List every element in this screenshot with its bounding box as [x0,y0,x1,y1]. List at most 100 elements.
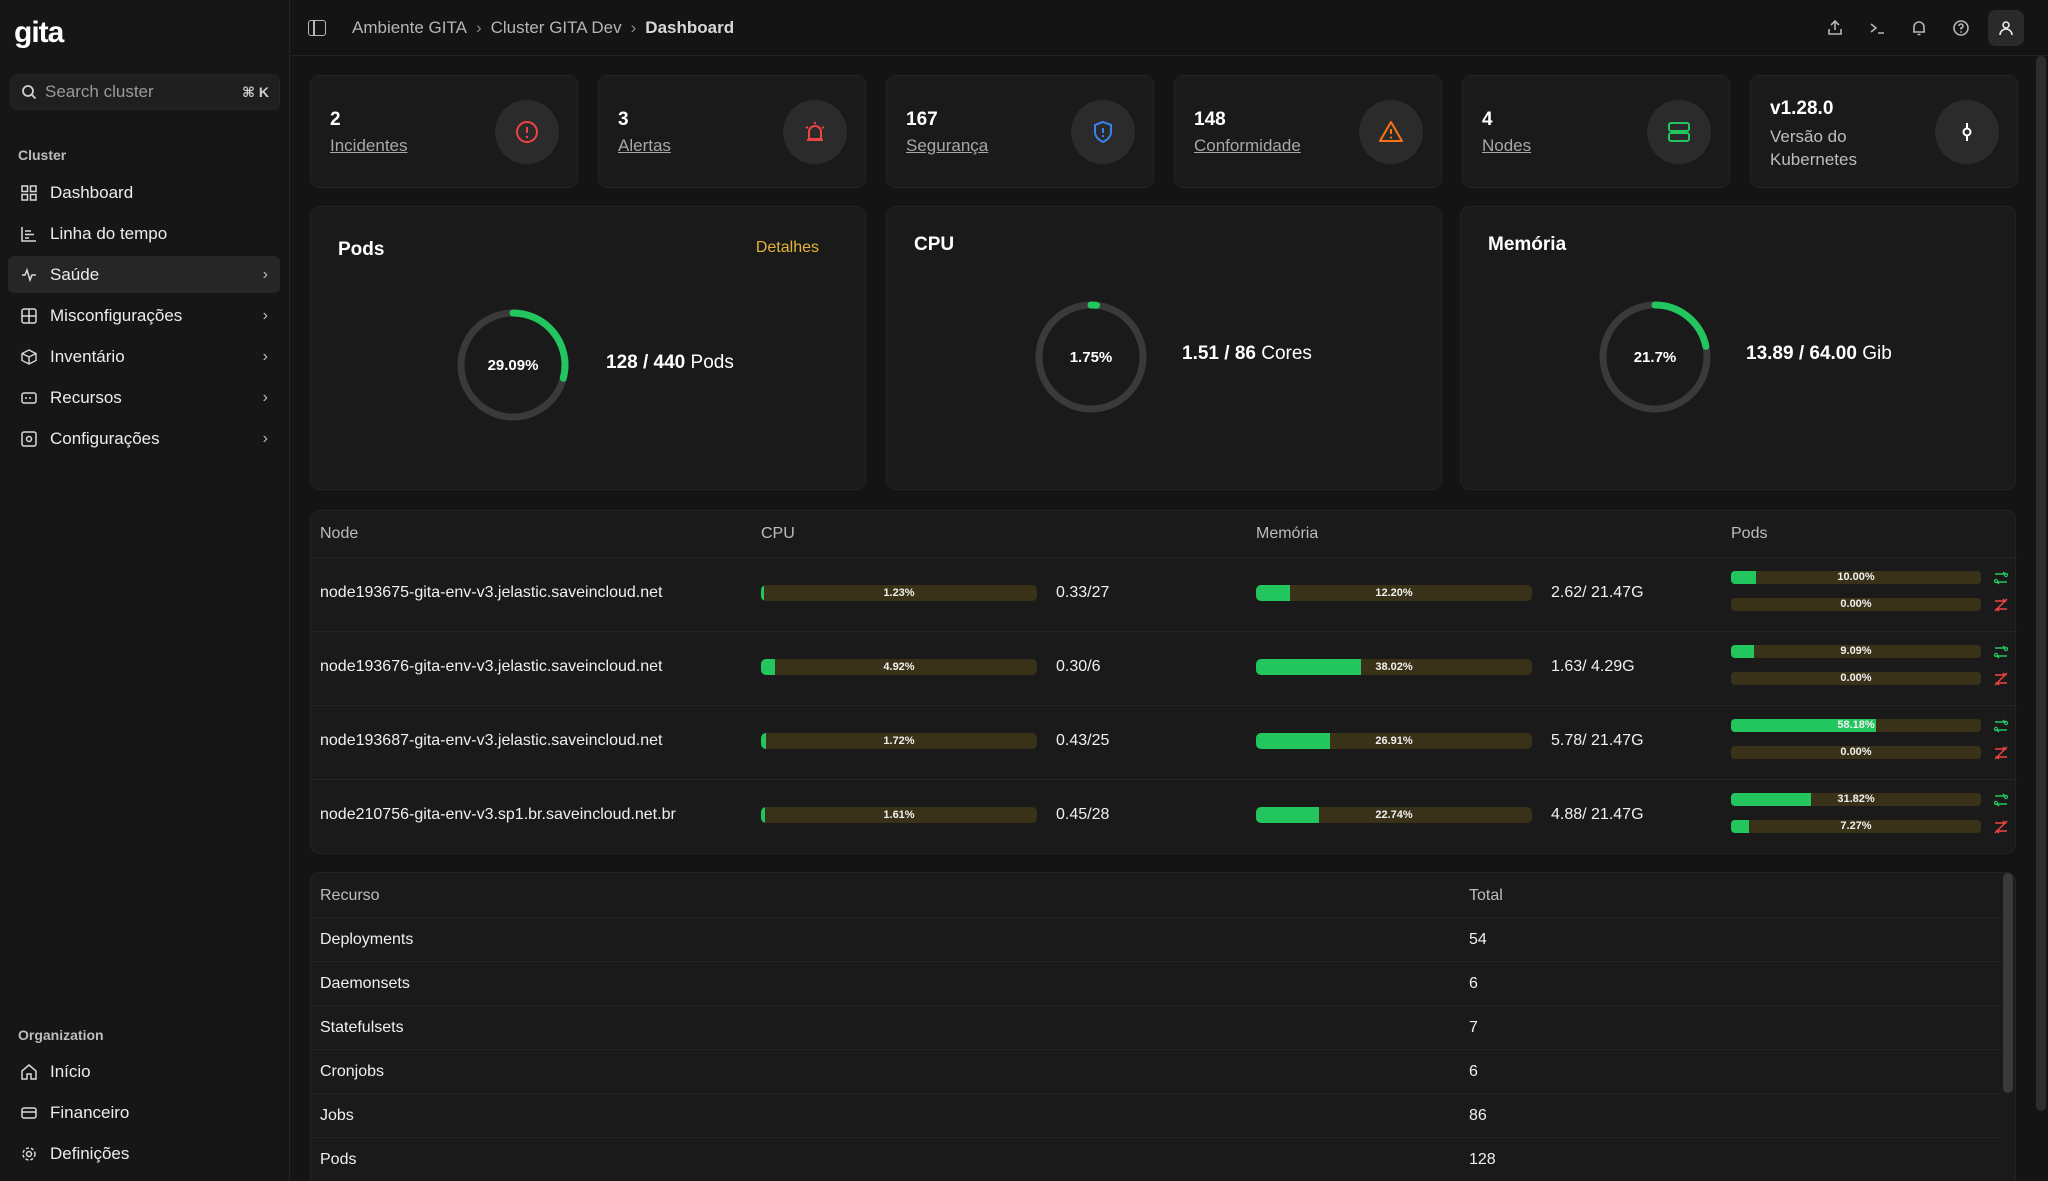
pods-failed-fill [1731,820,1750,833]
resource-name: Jobs [320,1107,354,1124]
pods-failed-bar: 0.00% [1731,746,1981,759]
memory-usage-amount: 1.63/ 4.29G [1551,658,1635,675]
table-row[interactable]: node210756-gita-env-v3.sp1.br.saveinclou… [311,779,2017,853]
sidebar-item-label: Dashboard [50,182,134,202]
pods-usage-bar: 58.18% [1731,719,1981,732]
bell-icon[interactable] [1904,10,1934,46]
cpu-usage-percent: 1.72% [883,735,915,747]
stat-link-conformidade[interactable]: Conformidade [1194,136,1301,155]
gear-icon [20,1145,38,1163]
stat-value: 2 [330,109,341,130]
pods-usage-fill [1731,571,1756,584]
column-header-pods[interactable]: Pods [1731,525,1768,542]
column-header-recurso[interactable]: Recurso [320,887,380,904]
cpu-usage-bar: 4.92% [761,659,1037,675]
cpu-usage-amount: 0.45/28 [1056,806,1110,823]
sidebar-item-misconfiguracoes[interactable]: Misconfigurações › [8,297,280,334]
sidebar-item-inicio[interactable]: Início [8,1053,280,1090]
stat-card-kubernetes: v1.28.0 Versão do Kubernetes [1750,75,2018,188]
stat-link-seguranca[interactable]: Segurança [906,136,989,155]
sidebar-item-financeiro[interactable]: Financeiro [8,1094,280,1131]
cpu-usage-fill [761,659,775,675]
pods-failed-icon [1994,672,2008,686]
column-header-cpu[interactable]: CPU [761,525,795,542]
table-row[interactable]: Pods 128 [311,1137,2001,1181]
table-row[interactable]: node193687-gita-env-v3.jelastic.saveincl… [311,705,2017,779]
resource-total: 6 [1469,975,1478,992]
sidebar-item-recursos[interactable]: Recursos › [8,379,280,416]
memory-usage: 13.89 / 64.00 Gib [1746,343,1892,364]
table-row[interactable]: node193675-gita-env-v3.jelastic.saveincl… [311,557,2017,631]
sidebar-item-label: Inventário [50,346,125,366]
chevron-right-icon: › [262,388,268,406]
node-name[interactable]: node193676-gita-env-v3.jelastic.saveincl… [320,658,663,675]
activity-pulse-icon [20,266,38,284]
cpu-donut: 1.75% [1035,301,1147,413]
sidebar-item-dashboard[interactable]: Dashboard [8,174,280,211]
memory-usage-fill [1256,659,1361,675]
nodes-table: Node CPU Memória Pods node193675-gita-en… [310,510,2017,854]
terminal-icon[interactable] [1862,10,1892,46]
stat-link-incidentes[interactable]: Incidentes [330,136,408,155]
memory-usage-amount: 5.78/ 21.47G [1551,732,1644,749]
sidebar-item-inventario[interactable]: Inventário › [8,338,280,375]
sidebar-item-label: Recursos [50,387,122,407]
table-row[interactable]: Daemonsets 6 [311,961,2001,1005]
organization-section-label: Organization [18,1027,104,1043]
pods-failed-percent: 7.27% [1840,820,1872,832]
stat-link-alertas[interactable]: Alertas [618,136,671,155]
sidebar: gita Search cluster ⌘ K Cluster Dashboar… [0,0,290,1181]
pods-usage-fill [1731,719,1877,732]
table-row[interactable]: Cronjobs 6 [311,1049,2001,1093]
breadcrumb-item[interactable]: Ambiente GITA [352,17,467,37]
pods-failed-percent: 0.00% [1840,746,1872,758]
table-row[interactable]: Statefulsets 7 [311,1005,2001,1049]
table-scrollbar[interactable] [2003,873,2013,1093]
pods-usage-percent: 31.82% [1837,793,1875,805]
pods-details-link[interactable]: Detalhes [755,239,819,256]
help-icon[interactable] [1946,10,1976,46]
column-header-total[interactable]: Total [1469,887,1503,904]
pods-failed-icon [1994,746,2008,760]
stat-value: v1.28.0 [1770,98,1834,119]
warning-triangle-icon [1359,100,1423,164]
user-avatar-icon[interactable] [1988,10,2024,46]
sidebar-toggle-icon[interactable] [308,19,326,36]
resource-name: Statefulsets [320,1019,404,1036]
column-header-node[interactable]: Node [320,525,359,542]
pods-used: 128 [606,352,638,373]
cpu-usage: 1.51 / 86 Cores [1182,343,1312,364]
resource-total: 54 [1469,931,1487,948]
pods-failed-icon [1994,598,2008,612]
siren-icon [783,100,847,164]
organization-nav: Início Financeiro Definições [8,1053,280,1176]
pods-running-icon [1993,571,2009,585]
stat-label: Versão do Kubernetes [1770,127,1857,169]
misconfig-icon [20,307,38,325]
cluster-nav: Dashboard Linha do tempo Saúde › Misconf… [8,174,280,461]
memory-usage-bar: 26.91% [1256,733,1532,749]
sidebar-item-configuracoes[interactable]: Configurações › [8,420,280,457]
share-upload-icon[interactable] [1820,10,1850,46]
table-row[interactable]: node193676-gita-env-v3.jelastic.saveincl… [311,631,2017,705]
resource-total: 7 [1469,1019,1478,1036]
chevron-right-icon: › [262,347,268,365]
table-row[interactable]: Jobs 86 [311,1093,2001,1137]
page-scrollbar[interactable] [2036,56,2046,1111]
search-input[interactable]: Search cluster ⌘ K [10,74,280,110]
search-icon [22,85,37,100]
sidebar-item-timeline[interactable]: Linha do tempo [8,215,280,252]
stat-link-nodes[interactable]: Nodes [1482,136,1532,155]
memory-usage-amount: 4.88/ 21.47G [1551,806,1644,823]
chevron-right-icon: › [630,17,637,37]
table-row[interactable]: Deployments 54 [311,917,2001,961]
sidebar-item-saude[interactable]: Saúde › [8,256,280,293]
node-name[interactable]: node193687-gita-env-v3.jelastic.saveincl… [320,732,663,749]
sidebar-item-definicoes[interactable]: Definições [8,1135,280,1172]
node-name[interactable]: node210756-gita-env-v3.sp1.br.saveinclou… [320,806,676,823]
app-logo[interactable]: gita [14,16,64,49]
column-header-memoria[interactable]: Memória [1256,525,1319,542]
memory-usage-percent: 22.74% [1375,809,1413,821]
breadcrumb-item[interactable]: Cluster GITA Dev [490,17,622,37]
node-name[interactable]: node193675-gita-env-v3.jelastic.saveincl… [320,584,663,601]
